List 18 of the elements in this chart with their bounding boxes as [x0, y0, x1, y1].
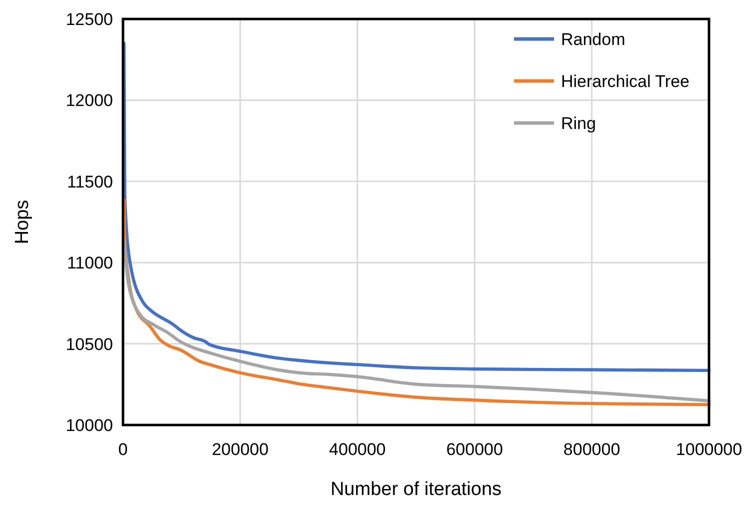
x-tick-label: 400000 — [329, 440, 386, 459]
y-tick-label: 10000 — [66, 416, 113, 435]
y-tick-label: 11000 — [66, 254, 113, 273]
x-tick-label: 800000 — [563, 440, 620, 459]
y-tick-label: 12500 — [66, 10, 113, 29]
y-tick-label: 11500 — [66, 172, 113, 192]
x-tick-label: 600000 — [446, 440, 503, 459]
x-axis-title: Number of iterations — [330, 479, 502, 500]
x-tick-label: 0 — [118, 440, 128, 459]
x-tick-label: 200000 — [212, 440, 269, 459]
legend-label: Random — [561, 30, 626, 49]
y-axis-title: Hops — [12, 200, 33, 244]
line-series — [122, 238, 711, 402]
legend-label: Ring — [561, 114, 596, 133]
legend-label: Hierarchical Tree — [561, 72, 690, 91]
x-tick-label: 1000000 — [676, 440, 742, 459]
y-tick-label: 12000 — [66, 91, 113, 110]
y-tick-label: 10500 — [66, 334, 113, 354]
